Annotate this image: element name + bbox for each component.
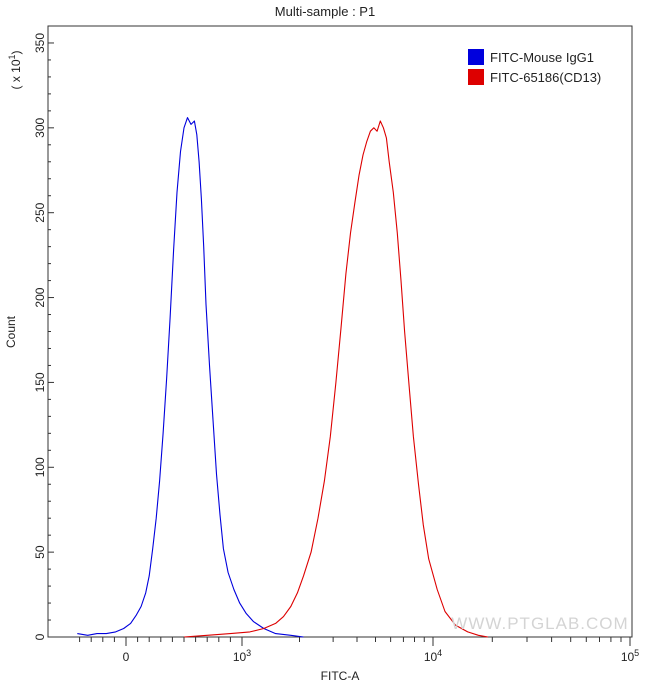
y-tick-label: 350 <box>33 33 47 53</box>
x-tick-label: 103 <box>233 648 251 664</box>
series-line-igg1 <box>77 117 304 638</box>
axes-layer: 0 50 100 150 200 250 300 350 0 103 104 105 <box>33 33 639 664</box>
x-tick-label: 0 <box>123 650 130 664</box>
y-tick-label: 200 <box>33 287 47 307</box>
series-layer <box>77 117 488 638</box>
y-axis-label: Count <box>4 315 18 348</box>
chart-title: Multi-sample : P1 <box>275 4 375 19</box>
x-tick-label: 104 <box>424 648 442 664</box>
x-axis-label: FITC-A <box>321 669 360 683</box>
x-tick-label: 105 <box>621 648 639 664</box>
legend-swatch-igg1 <box>468 49 484 65</box>
y-multiplier-exponent: 1 <box>7 54 17 59</box>
y-tick-label: 50 <box>33 545 47 559</box>
y-tick-label: 300 <box>33 118 47 138</box>
plot-frame <box>47 25 633 638</box>
y-tick-label: 150 <box>33 372 47 392</box>
y-tick-label: 250 <box>33 202 47 222</box>
y-tick-label: 100 <box>33 457 47 477</box>
watermark-text: WWW.PTGLAB.COM <box>451 614 628 633</box>
legend-label-cd13: FITC-65186(CD13) <box>490 70 601 85</box>
y-multiplier-prefix: ( x 10 <box>9 59 23 89</box>
y-multiplier-close: ) <box>9 50 23 54</box>
y-axis-multiplier-label: ( x 101) <box>7 50 23 89</box>
y-tick-label: 0 <box>33 633 47 640</box>
legend-label-igg1: FITC-Mouse IgG1 <box>490 50 594 65</box>
legend-swatch-cd13 <box>468 69 484 85</box>
series-line-cd13 <box>183 120 488 638</box>
legend: FITC-Mouse IgG1 FITC-65186(CD13) <box>468 49 601 85</box>
